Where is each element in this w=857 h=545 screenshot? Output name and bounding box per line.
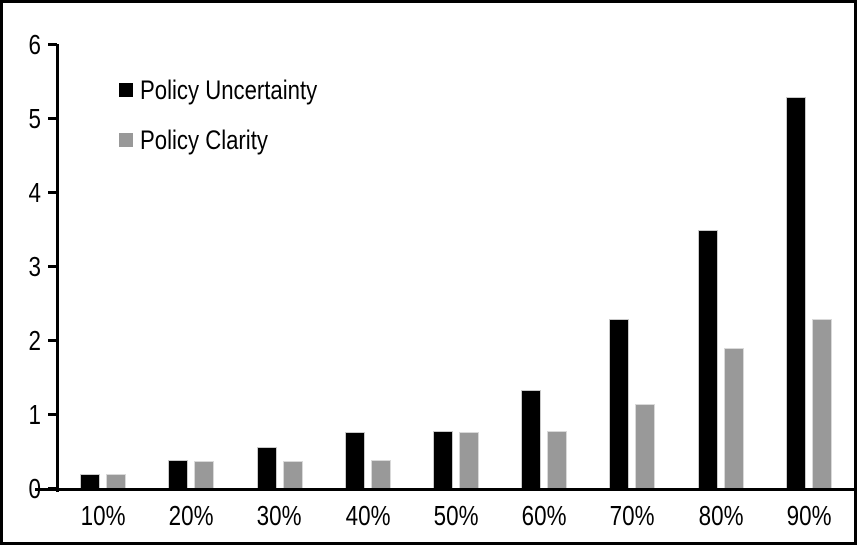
bar-policy-uncertainty-70 (609, 319, 630, 489)
y-tick-label-4: 4 (28, 177, 41, 208)
y-tick-1 (48, 413, 57, 416)
legend-label-policy-clarity: Policy Clarity (140, 125, 268, 155)
bar-policy-uncertainty-40 (344, 432, 365, 489)
x-label-90: 90% (786, 500, 832, 531)
x-label-30: 30% (257, 500, 302, 531)
y-tick-label-1: 1 (28, 399, 41, 430)
x-label-60: 60% (521, 500, 567, 531)
x-label-40: 40% (345, 500, 391, 531)
x-label-80: 80% (698, 500, 744, 531)
bar-policy-clarity-70 (635, 404, 656, 489)
bar-group-40 (324, 45, 412, 489)
bar-policy-uncertainty-90 (785, 97, 806, 489)
legend-item-policy-uncertainty: Policy Uncertainty (119, 75, 356, 105)
y-tick-2 (48, 339, 57, 342)
y-tick-3 (48, 265, 57, 268)
bar-policy-clarity-80 (723, 348, 744, 489)
bar-group-90 (765, 45, 853, 489)
x-label-70: 70% (609, 500, 655, 531)
legend: Policy Uncertainty Policy Clarity (119, 75, 356, 175)
bar-policy-uncertainty-10 (80, 474, 101, 489)
bar-policy-clarity-60 (547, 431, 568, 489)
plot-area (59, 45, 853, 489)
y-tick-label-6: 6 (28, 29, 41, 60)
bar-group-60 (500, 45, 588, 489)
y-tick-label-3: 3 (28, 251, 41, 282)
legend-label-policy-uncertainty: Policy Uncertainty (140, 75, 318, 105)
bar-policy-clarity-20 (194, 461, 215, 489)
bar-policy-clarity-50 (458, 432, 479, 489)
bar-group-80 (677, 45, 765, 489)
x-axis-line (35, 488, 854, 491)
bar-group-50 (412, 45, 500, 489)
y-tick-label-5: 5 (28, 103, 41, 134)
y-tick-5 (48, 117, 57, 120)
bar-policy-clarity-30 (282, 461, 303, 489)
x-label-50: 50% (433, 500, 479, 531)
y-axis-line (56, 44, 59, 492)
y-tick-label-2: 2 (28, 325, 41, 356)
bar-policy-uncertainty-50 (432, 431, 453, 489)
x-label-20: 20% (168, 500, 214, 531)
x-label-10: 10% (80, 500, 126, 531)
bar-policy-uncertainty-60 (521, 390, 542, 489)
bar-group-70 (588, 45, 676, 489)
legend-swatch-policy-uncertainty-icon (119, 83, 133, 97)
bar-policy-clarity-40 (370, 460, 391, 489)
bar-policy-uncertainty-30 (256, 447, 277, 489)
y-tick-6 (48, 43, 57, 46)
bar-policy-uncertainty-20 (168, 460, 189, 489)
x-axis-labels: 10% 20% 30% 40% 50% 60% 70% 80% 90% (59, 499, 853, 533)
bar-group-30 (235, 45, 323, 489)
y-tick-label-0: 0 (11, 473, 41, 505)
y-tick-4 (48, 191, 57, 194)
bar-group-20 (147, 45, 235, 489)
bar-group-10 (59, 45, 147, 489)
legend-item-policy-clarity: Policy Clarity (119, 125, 356, 155)
legend-swatch-policy-clarity-icon (119, 133, 133, 147)
bar-policy-clarity-90 (811, 319, 832, 489)
bar-policy-uncertainty-80 (697, 230, 718, 489)
bar-policy-clarity-10 (106, 474, 127, 489)
